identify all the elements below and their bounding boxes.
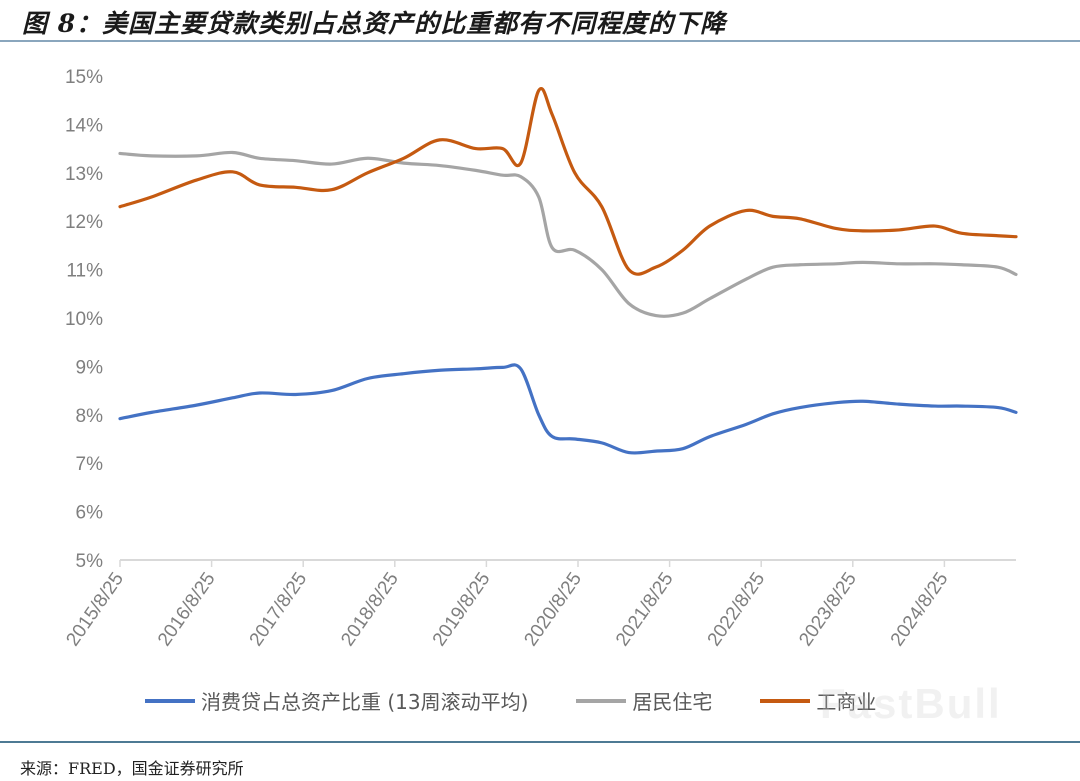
page-title: 图 8：美国主要贷款类别占总资产的比重都有不同程度的下降 bbox=[22, 9, 727, 38]
legend-label-consumer: 消费贷占总资产比重 (13周滚动平均) bbox=[201, 690, 529, 714]
series-lines bbox=[118, 87, 1018, 455]
y-tick-label: 15% bbox=[65, 67, 103, 88]
x-tick-label: 2015/8/25 bbox=[62, 569, 128, 650]
x-tick-label: 2019/8/25 bbox=[429, 569, 495, 650]
legend-label-residential: 居民住宅 bbox=[632, 690, 713, 714]
legend: 消费贷占总资产比重 (13周滚动平均) 居民住宅 工商业 bbox=[145, 686, 924, 715]
y-tick-label: 7% bbox=[76, 454, 104, 475]
y-axis-ticks: 5% 6% 7% 8% 9% 10% 11% 12% 13% 14% 15% bbox=[65, 67, 103, 572]
series-line-residential bbox=[118, 150, 1018, 318]
y-tick-label: 11% bbox=[66, 261, 103, 282]
x-tick-label: 2016/8/25 bbox=[154, 569, 220, 650]
legend-swatch-consumer bbox=[145, 698, 195, 703]
watermark: FastBull bbox=[820, 680, 1002, 727]
y-tick-label: 14% bbox=[65, 115, 103, 136]
series-line-commercial bbox=[118, 87, 1018, 276]
x-tick-label: 2020/8/25 bbox=[520, 569, 586, 650]
y-tick-label: 8% bbox=[76, 406, 104, 427]
legend-item-residential: 居民住宅 bbox=[576, 686, 712, 715]
x-tick-label: 2024/8/25 bbox=[887, 569, 953, 650]
legend-swatch-commercial bbox=[760, 698, 811, 703]
legend-swatch-residential bbox=[576, 698, 627, 703]
footer-divider bbox=[0, 741, 1080, 743]
y-tick-label: 12% bbox=[65, 212, 103, 233]
x-tick-label: 2017/8/25 bbox=[246, 569, 312, 650]
y-tick-label: 5% bbox=[76, 551, 104, 572]
y-tick-label: 10% bbox=[65, 309, 103, 330]
source-note: 来源：FRED，国金证券研究所 bbox=[20, 759, 244, 778]
line-chart: 5%6%7%8%9%10%11%12%13%14%15% 2015/8/25 20… bbox=[62, 67, 1018, 650]
y-tick-label: 6% bbox=[76, 503, 104, 524]
series-line-consumer bbox=[118, 363, 1018, 455]
x-tick-label: 2021/8/25 bbox=[612, 569, 678, 650]
legend-item-consumer: 消费贷占总资产比重 (13周滚动平均) bbox=[145, 686, 528, 715]
legend-item-commercial: 工商业 bbox=[760, 686, 876, 715]
x-tick-label: 2023/8/25 bbox=[795, 569, 861, 650]
x-tick-label: 2018/8/25 bbox=[337, 569, 403, 650]
title-divider bbox=[0, 40, 1080, 42]
x-axis-ticks: 2015/8/25 2016/8/25 2017/8/25 2018/8/25 2019… bbox=[62, 560, 952, 650]
legend-label-commercial: 工商业 bbox=[816, 690, 877, 714]
x-tick-label: 2022/8/25 bbox=[704, 569, 770, 650]
y-tick-label: 9% bbox=[76, 357, 104, 378]
y-tick-label: 13% bbox=[65, 164, 103, 185]
